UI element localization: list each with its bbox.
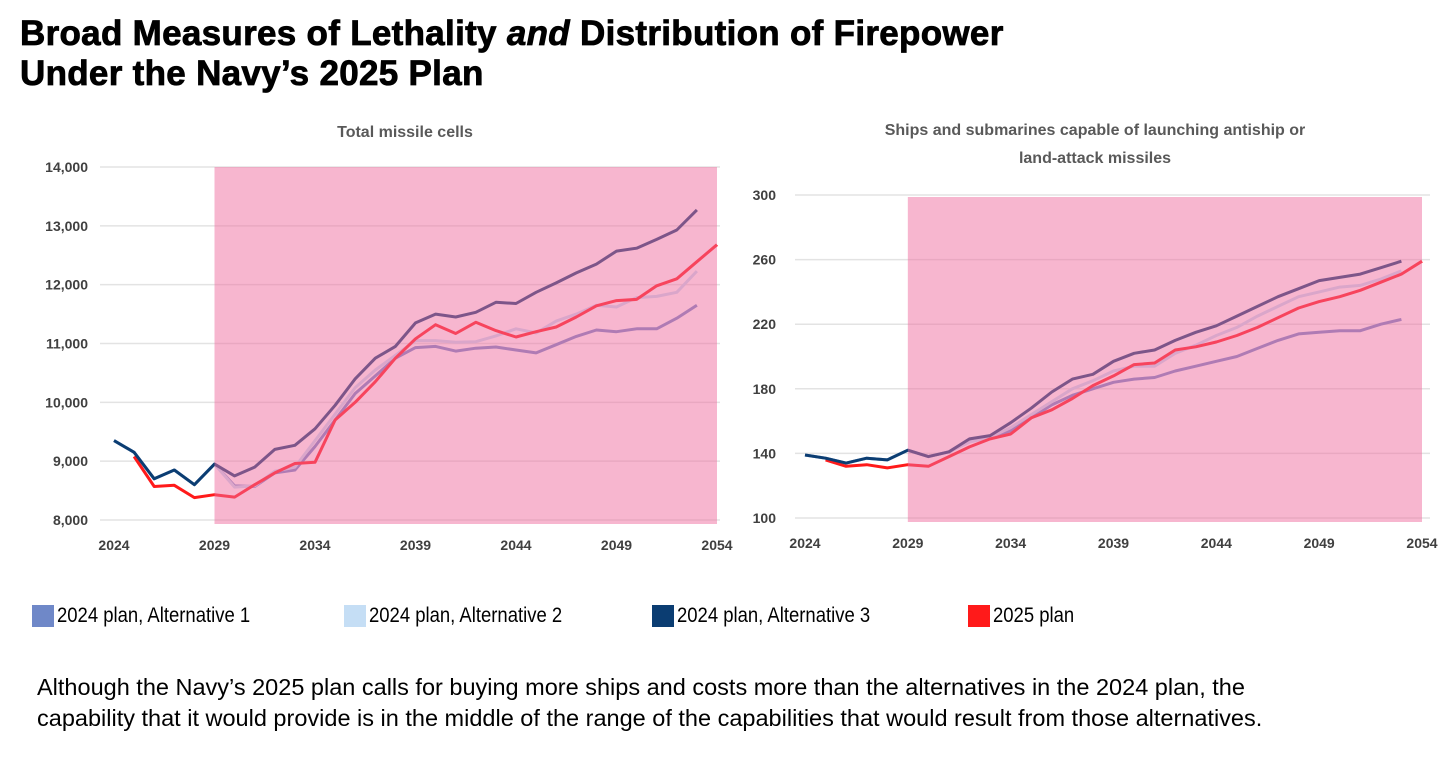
x-tick-label: 2054 xyxy=(701,537,732,553)
caption: Although the Navy’s 2025 plan calls for … xyxy=(37,674,1263,731)
title-line-2: Under the Navy’s 2025 Plan xyxy=(20,54,484,94)
x-tick-label: 2054 xyxy=(1406,535,1437,551)
chart-1: Total missile cells 8,000 9,000 10,000 11,00… xyxy=(45,124,733,553)
x-tick-label: 2029 xyxy=(199,537,230,553)
x-tick-label: 2044 xyxy=(1201,535,1232,551)
x-tick-label: 2049 xyxy=(601,537,632,553)
y-tick-label: 13,000 xyxy=(45,218,88,234)
title-part: Broad Measures of Lethality xyxy=(20,14,507,54)
legend-swatch xyxy=(652,605,674,627)
x-tick-label: 2034 xyxy=(995,535,1026,551)
chart-2: Ships and submarines capable of launchin… xyxy=(753,122,1438,551)
y-tick-label: 220 xyxy=(753,316,777,332)
title-part: Distribution of Firepower xyxy=(569,14,1004,54)
chart-title: land-attack missiles xyxy=(1019,150,1171,167)
y-tick-label: 300 xyxy=(753,187,777,203)
legend-label: 2024 plan, Alternative 2 xyxy=(369,604,563,627)
chart-title: Ships and submarines capable of launchin… xyxy=(885,122,1306,139)
legend-swatch xyxy=(32,605,54,627)
y-tick-label: 180 xyxy=(753,381,777,397)
y-tick-label: 140 xyxy=(753,445,777,461)
y-tick-label: 10,000 xyxy=(45,394,88,410)
charts-canvas: Total missile cells 8,000 9,000 10,000 11,00… xyxy=(45,122,1438,553)
legend-item-alt3: 2024 plan, Alternative 3 xyxy=(652,604,897,628)
y-tick-label: 260 xyxy=(753,252,777,268)
legend-item-alt1: 2024 plan, Alternative 1 xyxy=(32,604,277,628)
y-tick-label: 11,000 xyxy=(46,336,88,352)
y-tick-label: 14,000 xyxy=(45,159,88,175)
figure-title: Broad Measures of Lethality and Distribu… xyxy=(20,14,1004,94)
chart-title: Total missile cells xyxy=(337,124,473,141)
y-tick-label: 100 xyxy=(753,510,777,526)
y-tick-label: 12,000 xyxy=(45,277,88,293)
x-tick-label: 2049 xyxy=(1304,535,1335,551)
x-tick-label: 2024 xyxy=(98,537,129,553)
y-tick-label: 9,000 xyxy=(53,453,88,469)
legend-item-alt2: 2024 plan, Alternative 2 xyxy=(344,604,589,628)
title-emphasis: and xyxy=(506,14,570,54)
shaded-region xyxy=(907,197,1422,522)
x-tick-label: 2034 xyxy=(299,537,330,553)
legend-swatch xyxy=(968,605,990,627)
x-tick-label: 2024 xyxy=(789,535,820,551)
legend-swatch xyxy=(344,605,366,627)
legend-item-2025: 2025 plan xyxy=(968,604,1085,628)
x-tick-label: 2029 xyxy=(892,535,923,551)
x-tick-label: 2039 xyxy=(400,537,431,553)
legend-label: 2024 plan, Alternative 3 xyxy=(677,604,871,627)
legend-label: 2024 plan, Alternative 1 xyxy=(57,604,251,627)
legend-label: 2025 plan xyxy=(993,604,1075,627)
x-tick-label: 2039 xyxy=(1098,535,1129,551)
y-tick-label: 8,000 xyxy=(53,512,88,528)
shaded-region xyxy=(214,167,717,524)
x-tick-label: 2044 xyxy=(500,537,531,553)
